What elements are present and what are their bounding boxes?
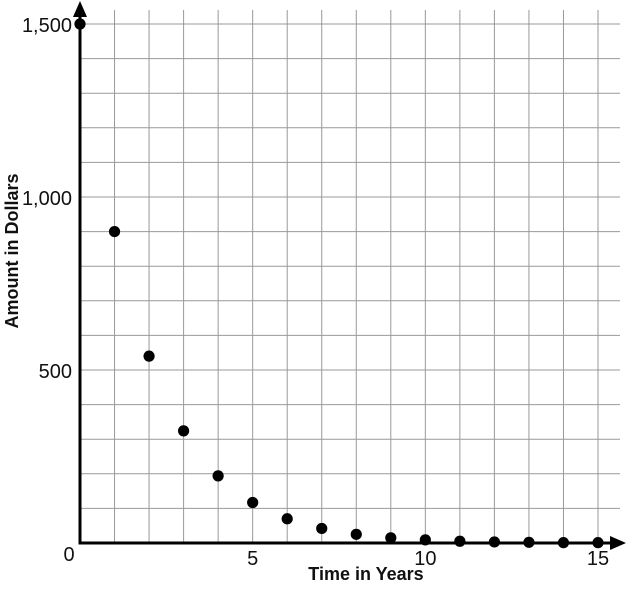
y-axis-title: Amount in Dollars [2, 173, 22, 328]
data-point [454, 535, 466, 547]
data-point [281, 513, 293, 525]
data-point [350, 528, 362, 540]
y-tick-label: 1,500 [22, 15, 72, 37]
y-tick-label: 500 [39, 361, 72, 383]
data-point [592, 537, 604, 549]
x-tick-label-origin: 0 [63, 544, 74, 566]
y-tick-label: 1,000 [22, 188, 72, 210]
y-axis-arrow-icon [73, 1, 87, 17]
data-point [523, 536, 535, 548]
data-point [557, 537, 570, 549]
x-tick-label: 5 [247, 548, 258, 570]
data-point [212, 470, 224, 482]
x-tick-label: 15 [587, 548, 609, 570]
data-point [143, 350, 155, 362]
data-point [74, 18, 86, 30]
data-point [419, 534, 431, 546]
x-axis-title: Time in Years [308, 564, 423, 584]
data-point [108, 226, 121, 238]
data-point [316, 522, 328, 535]
data-point [385, 532, 397, 544]
data-point [247, 496, 259, 509]
data-point [488, 536, 500, 548]
data-point [178, 425, 190, 437]
x-tick-label: 10 [414, 548, 436, 570]
x-axis-arrow-icon [610, 536, 626, 550]
